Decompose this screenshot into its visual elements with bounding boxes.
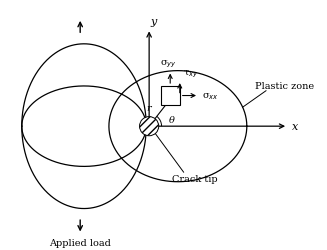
- Text: τ$_{xy}$: τ$_{xy}$: [183, 68, 198, 80]
- Text: x: x: [292, 122, 298, 132]
- Text: Crack tip: Crack tip: [172, 174, 218, 183]
- Text: y: y: [151, 16, 157, 26]
- Text: Plastic zone: Plastic zone: [255, 82, 314, 91]
- Text: σ$_{xx}$: σ$_{xx}$: [202, 91, 219, 102]
- Text: Applied load: Applied load: [49, 238, 111, 247]
- Bar: [161, 86, 180, 106]
- Text: r: r: [146, 104, 151, 112]
- Text: σ$_{yy}$: σ$_{yy}$: [160, 58, 177, 70]
- Text: θ: θ: [169, 116, 175, 125]
- Circle shape: [140, 117, 159, 136]
